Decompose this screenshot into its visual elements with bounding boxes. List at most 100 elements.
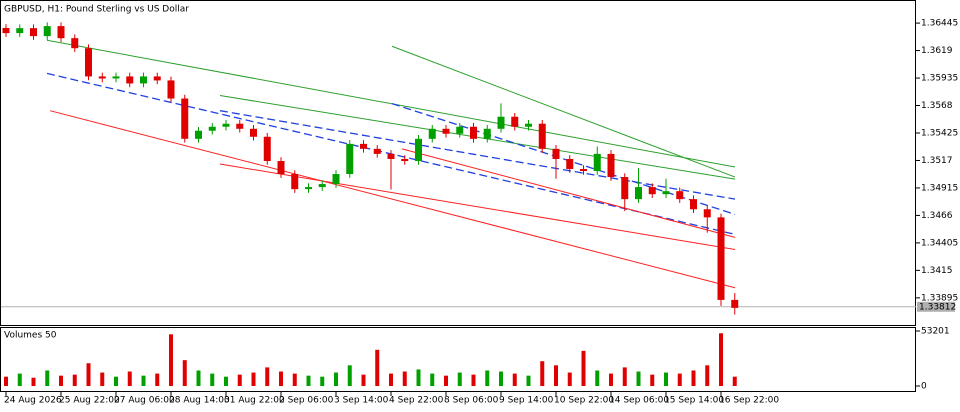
y-tick-label: 1.3619 (921, 46, 953, 56)
trendline (219, 95, 736, 180)
y-tick-label: 1.3415 (921, 266, 953, 276)
x-tick-label: 4 Sep 22:00 (389, 396, 444, 406)
candle-body (140, 76, 147, 84)
volume-bar (650, 374, 655, 386)
candle-body (346, 143, 354, 175)
x-tick-label: 2 Sep 06:00 (279, 396, 334, 406)
volume-bar (155, 373, 160, 386)
volume-bar (127, 371, 132, 386)
y-tick-label: 1.3568 (921, 101, 953, 111)
volume-bar (86, 363, 91, 386)
trendline (49, 110, 736, 289)
candle-body (593, 153, 601, 172)
volume-bar (347, 365, 352, 386)
x-tick-label: 31 Aug 22:00 (224, 396, 285, 406)
candle-body (635, 187, 642, 200)
candle-body (16, 28, 24, 34)
volume-bar (17, 373, 22, 386)
candle-body (208, 126, 216, 131)
candle-body (222, 123, 230, 127)
candle-body (717, 217, 725, 300)
volume-bar (141, 375, 146, 386)
volume-bar (361, 374, 366, 386)
y-tick-label: 1.33895 (921, 293, 958, 303)
x-tick-label: 16 Sep 22:00 (719, 396, 779, 406)
volume-bar (499, 371, 503, 386)
volume-bar (169, 334, 173, 386)
candle-body (607, 153, 615, 178)
candle-body (291, 174, 299, 190)
volume-bar (595, 370, 600, 386)
volume-bar (100, 372, 105, 386)
y-tick-label: 1.3466 (921, 211, 953, 221)
volume-bar (719, 333, 723, 386)
volume-bar (471, 374, 476, 386)
volume-bar (375, 349, 380, 386)
candle-body (332, 174, 340, 185)
candle-body (470, 126, 477, 139)
volume-bar (389, 373, 393, 386)
candle-body (676, 191, 684, 200)
volume-bar (306, 375, 311, 386)
volume-bar (705, 365, 710, 386)
volume-bar (210, 373, 215, 386)
volume-bar (732, 376, 737, 386)
x-tick-label: 9 Sep 14:00 (499, 396, 554, 406)
volume-bar (4, 376, 8, 386)
volume-bar (664, 372, 668, 386)
volume-bar (567, 372, 572, 386)
trendline (391, 102, 736, 215)
candle-body (552, 148, 560, 159)
candle-body (566, 158, 574, 169)
candle-body (387, 153, 395, 159)
y-tick-label: 1.35425 (921, 128, 958, 138)
y-tick-label: 1.35935 (921, 74, 958, 84)
candle-body (497, 116, 505, 129)
y-tick-label: 53201 (921, 326, 950, 336)
volume-bar (182, 360, 187, 386)
y-tick-label: 1.34405 (921, 238, 958, 248)
volume-title: Volumes 50 (4, 331, 57, 341)
candle-body (456, 126, 464, 134)
candle-body (318, 184, 326, 188)
candle-body (57, 26, 65, 39)
x-tick-label: 8 Sep 06:00 (444, 396, 499, 406)
candle-body (263, 136, 271, 162)
volume-bar (72, 374, 77, 386)
candle-body (538, 123, 546, 149)
x-tick-label: 15 Sep 14:00 (664, 396, 724, 406)
trendline (46, 39, 736, 168)
volume-bar (196, 370, 201, 386)
candle-body (525, 123, 532, 127)
candle-body (2, 27, 10, 34)
volume-bar (402, 371, 407, 386)
volume-bar (224, 376, 228, 386)
bid-label: 1.33812 (919, 302, 956, 312)
candle-body (71, 38, 79, 49)
volume-bar (444, 375, 448, 386)
y-tick-label: 1.34915 (921, 183, 958, 193)
trendline (219, 163, 736, 250)
candle-body (373, 148, 381, 154)
candle-body (621, 177, 629, 200)
candle-body (43, 26, 51, 37)
candle-body (360, 143, 367, 149)
volume-bar (45, 370, 50, 386)
candle-body (483, 128, 491, 139)
main-pane (0, 0, 916, 326)
volume-bar (416, 369, 421, 386)
volume-pane (0, 327, 916, 392)
candle-body (250, 128, 257, 137)
volume-bar (265, 367, 270, 386)
volume-bar (512, 373, 517, 386)
candle-body (98, 76, 106, 79)
volume-bar (292, 373, 297, 386)
candle-body (181, 98, 189, 139)
candle-body (195, 130, 202, 139)
x-tick-label: 28 Aug 14:00 (169, 396, 230, 406)
candle-body (731, 299, 739, 308)
candle-body (703, 209, 711, 218)
trendline (391, 45, 736, 178)
x-tick-label: 3 Sep 14:00 (334, 396, 389, 406)
bid-label-bg (917, 301, 955, 312)
